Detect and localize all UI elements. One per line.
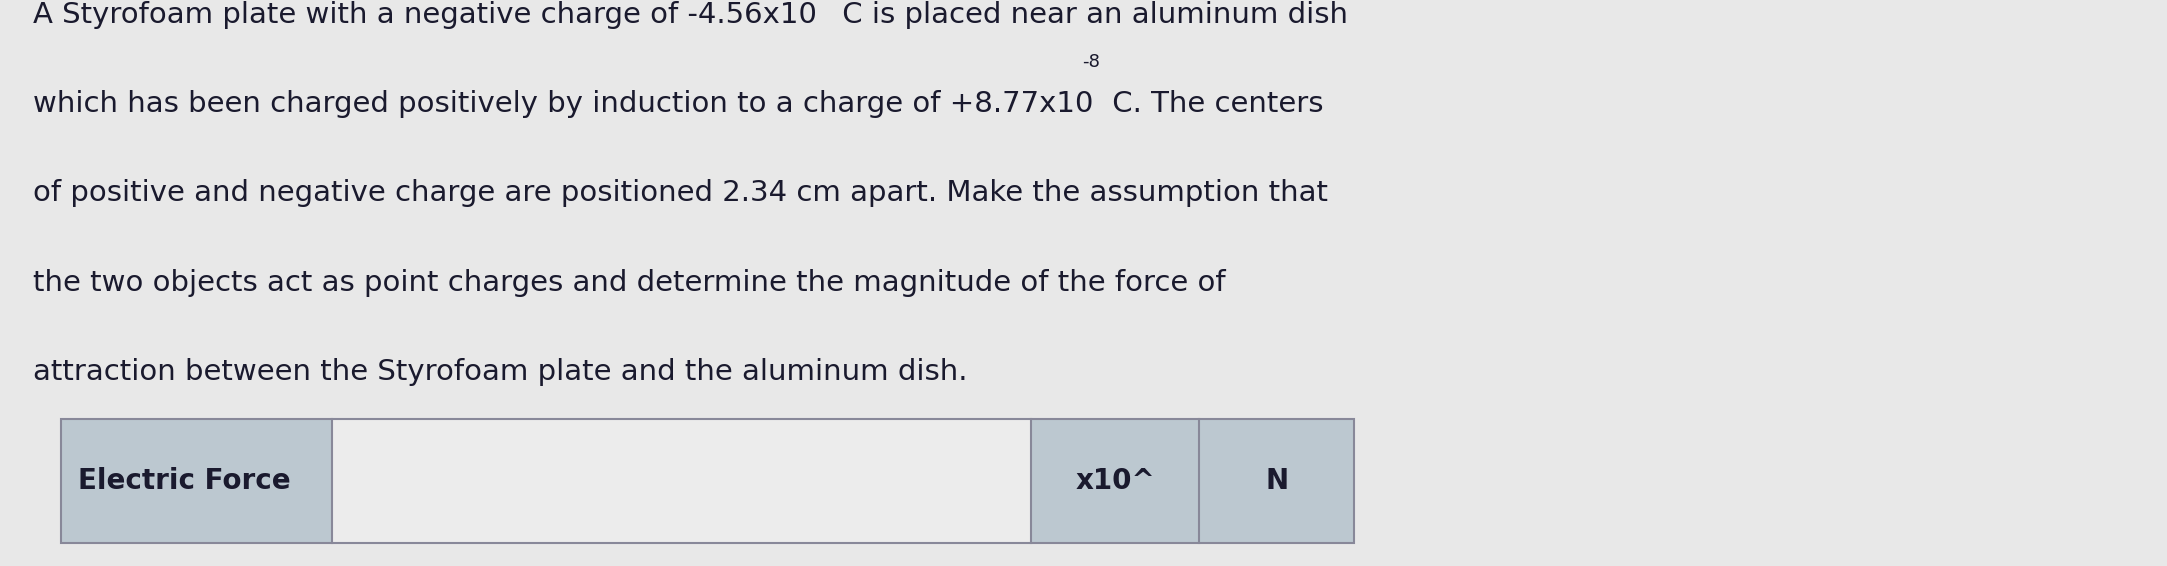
Text: -8: -8 (1081, 53, 1101, 71)
Bar (61, 419, 332, 543)
Text: A Styrofoam plate with a negative charge of -4.56x10: A Styrofoam plate with a negative charge… (33, 1, 817, 29)
Text: C. The centers: C. The centers (1103, 90, 1324, 118)
Text: of positive and negative charge are positioned 2.34 cm apart. Make the assumptio: of positive and negative charge are posi… (33, 179, 1328, 208)
Bar (1031, 419, 1198, 543)
Bar (332, 419, 1031, 543)
Bar (61, 419, 1354, 543)
Text: the two objects act as point charges and determine the magnitude of the force of: the two objects act as point charges and… (33, 269, 1224, 297)
Text: x10^: x10^ (1075, 467, 1155, 495)
Text: C is placed near an aluminum dish: C is placed near an aluminum dish (832, 1, 1348, 29)
Text: which has been charged positively by induction to a charge of +8.77x10: which has been charged positively by ind… (33, 90, 1092, 118)
Text: Electric Force: Electric Force (78, 467, 290, 495)
Text: N: N (1266, 467, 1289, 495)
Bar (1198, 419, 1354, 543)
Text: attraction between the Styrofoam plate and the aluminum dish.: attraction between the Styrofoam plate a… (33, 358, 966, 387)
